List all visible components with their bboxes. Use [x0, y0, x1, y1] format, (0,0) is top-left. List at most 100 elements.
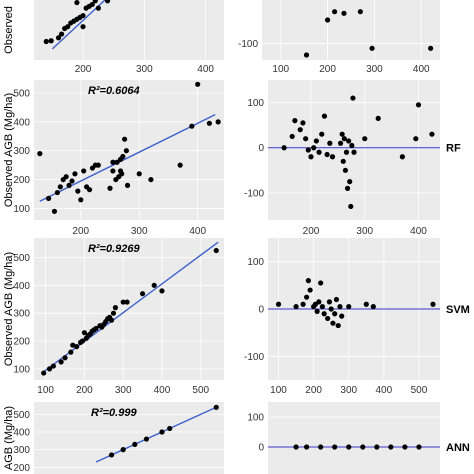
svm-scatter-point	[58, 359, 64, 365]
svm-residual-point	[316, 299, 322, 305]
svm-scatter-point	[74, 343, 80, 350]
svm-residual-x-tick-label: 400	[375, 385, 392, 396]
row1-residual-x-tick-label: 400	[413, 64, 430, 75]
row1-residual-point	[332, 9, 338, 15]
rf-scatter-point	[75, 188, 81, 194]
ann-residual-panel: 0 100	[247, 402, 440, 474]
ann-residual-point	[346, 444, 352, 450]
rf-residual-point	[321, 113, 328, 119]
svm-residual-x-tick-label: 500	[411, 385, 428, 396]
rf-residual-point	[344, 185, 351, 191]
ann-scatter-point	[120, 447, 126, 453]
rf-residual-point	[350, 95, 356, 101]
ann-residual-point	[332, 444, 338, 450]
rf-scatter-y-tick-label: 100	[13, 204, 30, 215]
rf-residual-point	[342, 167, 348, 173]
svm-residual-x-tick-label: 100	[270, 385, 287, 396]
rf-residual-point	[327, 140, 333, 146]
row1-scatter-point	[95, 5, 101, 11]
rf-residual-point	[311, 145, 317, 151]
svm-residual-point	[363, 301, 369, 307]
rf-scatter-point	[117, 168, 124, 174]
svm-residual-point	[326, 299, 333, 305]
svm-residual-y-tick-label: -100	[244, 352, 264, 363]
row1-scatter-y-axis-title: Observed	[3, 6, 15, 54]
svm-residual-point	[305, 278, 311, 284]
row1-scatter-x-tick-label: 300	[136, 64, 153, 75]
ann-residual-y-tick-label: 0	[258, 443, 264, 454]
rf-residual-point	[375, 115, 381, 121]
rf-scatter-y-axis-title: Observed AGB (Mg/ha)	[3, 93, 15, 207]
ann-scatter-point	[167, 425, 173, 432]
rf-scatter-point	[110, 168, 116, 174]
rf-residual-x-tick-label: 400	[410, 226, 427, 237]
rf-scatter-point	[114, 159, 120, 165]
rf-scatter-point	[110, 159, 116, 165]
ann-scatter-fit-line	[95, 405, 219, 463]
ann-residual-point	[416, 444, 422, 450]
rf-residual-point	[348, 203, 354, 210]
svm-scatter-point	[110, 310, 117, 316]
svm-scatter-y-tick-label: 300	[13, 309, 30, 320]
svm-scatter-point	[124, 299, 130, 305]
ann-scatter-y-tick-label: 300	[13, 445, 30, 456]
rf-scatter-point	[37, 151, 43, 157]
rf-residual-point	[340, 158, 346, 164]
svm-residual-point	[325, 315, 331, 322]
svm-residual-panel: 100 200 300 400 500 -100 0 100	[244, 238, 440, 396]
ann-scatter-point	[108, 452, 115, 458]
rf-residual-point	[413, 136, 419, 142]
rf-scatter-panel-background	[34, 80, 224, 220]
svm-scatter-point	[213, 247, 219, 254]
rf-residual-point	[308, 154, 314, 160]
svm-residual-y-tick-label: 100	[247, 257, 264, 268]
svm-scatter-x-tick-label: 400	[154, 385, 171, 396]
rf-scatter-point	[81, 168, 87, 174]
ann-residual-panel-background	[268, 402, 440, 474]
svm-residual-point	[293, 304, 299, 310]
rf-residual-point	[297, 127, 303, 133]
svm-scatter-y-tick-label: 500	[13, 253, 30, 264]
svm-scatter-y-tick-label: 100	[13, 364, 30, 375]
rf-scatter-point	[95, 162, 101, 168]
svm-residual-point	[337, 304, 343, 310]
rf-scatter-point	[46, 195, 52, 201]
ann-scatter-model-label: ANN	[446, 442, 470, 454]
svm-residual-point	[300, 301, 306, 307]
rf-scatter-point	[51, 208, 58, 214]
rf-residual-point	[292, 118, 298, 124]
svm-scatter-model-label: SVM	[446, 304, 470, 316]
row1-residual-y-tick-label: -100	[238, 39, 258, 50]
ann-residual-point	[374, 444, 380, 450]
row1-scatter-point	[65, 24, 71, 30]
row1-scatter-point	[92, 0, 98, 4]
svm-scatter-point	[41, 370, 47, 376]
svm-residual-point	[333, 296, 340, 303]
rf-scatter-x-tick-label: 400	[189, 226, 206, 237]
svm-residual-point	[304, 294, 310, 300]
ann-residual-point	[318, 444, 324, 450]
rf-scatter-point	[124, 182, 131, 188]
row1-scatter-point	[48, 38, 54, 44]
rf-scatter-point	[177, 162, 183, 168]
row1-scatter-point	[55, 35, 62, 41]
ann-scatter-y-tick-label: 400	[13, 428, 30, 439]
svm-residual-x-tick-label: 200	[305, 385, 322, 396]
svm-scatter-point	[120, 299, 126, 305]
rf-scatter-point	[123, 148, 129, 154]
svm-residual-x-tick-label: 300	[340, 385, 357, 396]
rf-residual-point	[300, 120, 306, 126]
row1-residual-point	[369, 45, 375, 51]
rf-residual-point	[341, 136, 347, 142]
ann-scatter-point	[132, 441, 138, 447]
rf-scatter-point	[195, 81, 201, 87]
rf-residual-point	[313, 138, 319, 144]
rf-residual-y-tick-label: -100	[244, 188, 264, 199]
rf-residual-point	[289, 133, 295, 140]
row1-scatter-point	[89, 1, 95, 8]
rf-scatter-y-tick-label: 300	[13, 146, 30, 157]
